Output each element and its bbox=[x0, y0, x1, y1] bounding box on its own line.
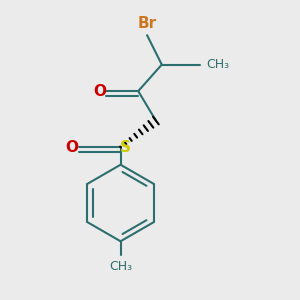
Text: CH₃: CH₃ bbox=[109, 260, 132, 273]
Text: CH₃: CH₃ bbox=[206, 58, 229, 71]
Text: O: O bbox=[93, 84, 106, 99]
Text: O: O bbox=[65, 140, 79, 154]
Text: Br: Br bbox=[137, 16, 157, 31]
Text: S: S bbox=[119, 140, 130, 154]
